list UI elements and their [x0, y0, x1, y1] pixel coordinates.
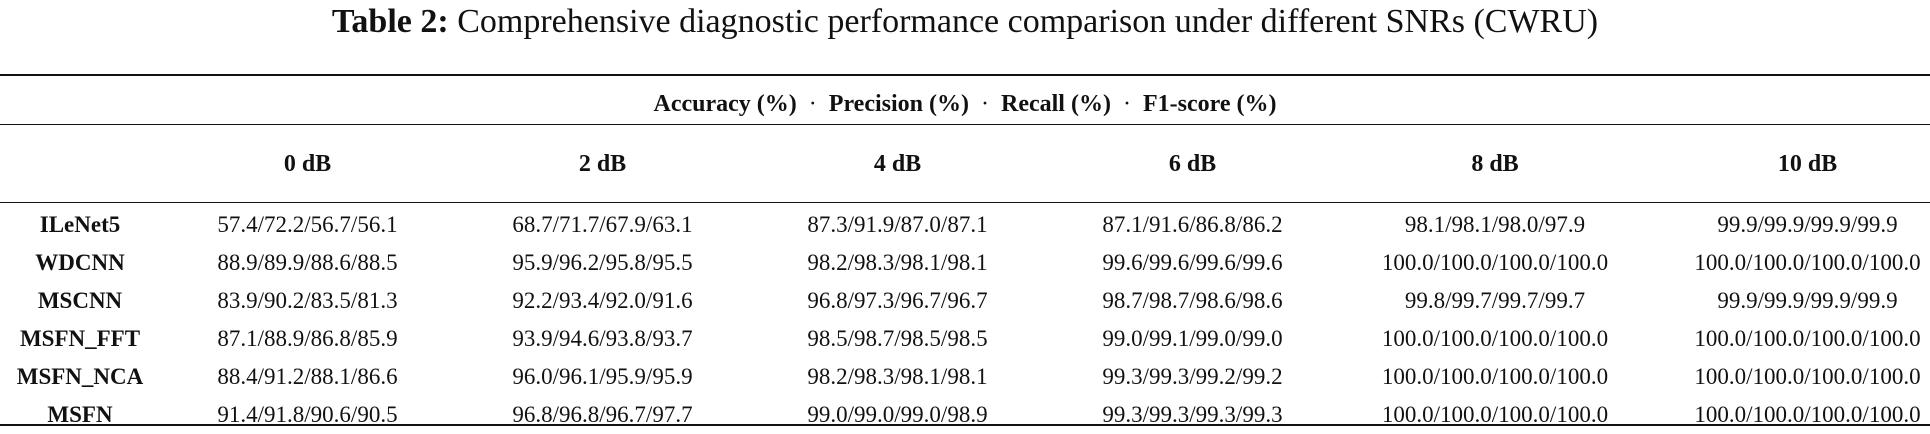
table-cell: 96.8/96.8/96.7/97.7 — [512, 402, 693, 427]
table-cell: 98.7/98.7/98.6/98.6 — [1102, 288, 1283, 313]
caption-text: Comprehensive diagnostic performance com… — [457, 3, 1599, 40]
table-row: MSFN_FFT 87.1/88.9/86.8/85.9 93.9/94.6/9… — [0, 320, 1930, 358]
table-cell: 92.2/93.4/92.0/91.6 — [512, 288, 693, 313]
table-cell: 99.0/99.1/99.0/99.0 — [1102, 326, 1283, 351]
table-cell: 87.3/91.9/87.0/87.1 — [807, 212, 988, 237]
model-name: WDCNN — [35, 250, 125, 275]
table-cell: 100.0/100.0/100.0/100.0 — [1381, 326, 1609, 351]
table-cell: 100.0/100.0/100.0/100.0 — [1694, 250, 1921, 275]
table-caption: Table 2: Comprehensive diagnostic perfor… — [0, 0, 1930, 48]
table-cell: 100.0/100.0/100.0/100.0 — [1694, 402, 1921, 427]
table-row: ILeNet5 57.4/72.2/56.7/56.1 68.7/71.7/67… — [0, 206, 1930, 244]
table-cell: 87.1/91.6/86.8/86.2 — [1102, 212, 1283, 237]
table-cell: 93.9/94.6/93.8/93.7 — [512, 326, 693, 351]
table-cell: 99.6/99.6/99.6/99.6 — [1102, 250, 1283, 275]
metric-separator: · — [981, 91, 989, 117]
model-name: ILeNet5 — [39, 212, 121, 237]
metric-label-f1: F1-score (%) — [1142, 91, 1277, 117]
table-cell: 99.8/99.7/99.7/99.7 — [1404, 288, 1586, 313]
table-cell: 87.1/88.9/86.8/85.9 — [217, 326, 398, 351]
table-cell: 100.0/100.0/100.0/100.0 — [1381, 250, 1609, 275]
model-name: MSFN_FFT — [19, 326, 141, 351]
table-cell: 100.0/100.0/100.0/100.0 — [1381, 364, 1609, 389]
table-cell: 83.9/90.2/83.5/81.3 — [217, 288, 398, 313]
header-cell-model — [0, 140, 160, 188]
table-cell: 99.9/99.9/99.9/99.9 — [1717, 212, 1898, 237]
metric-separator: · — [1122, 91, 1131, 117]
table-cell: 91.4/91.8/90.6/90.5 — [217, 402, 398, 427]
header-row: 0 dB 2 dB 4 dB 6 dB 8 dB 10 dB — [0, 140, 1930, 188]
metric-separator: · — [808, 91, 817, 117]
table-cell: 99.3/99.3/99.2/99.2 — [1102, 364, 1283, 389]
table-row: MSCNN 83.9/90.2/83.5/81.3 92.2/93.4/92.0… — [0, 282, 1930, 320]
table-cell: 98.2/98.3/98.1/98.1 — [807, 364, 988, 389]
results-table: 0 dB 2 dB 4 dB 6 dB 8 dB 10 dB ILeNet5 5… — [0, 140, 1930, 434]
bottom-rule — [0, 424, 1930, 426]
metrics-rule — [0, 124, 1930, 125]
table-cell: 88.9/89.9/88.6/88.5 — [217, 250, 398, 275]
header-cell-8db: 8 dB — [1471, 150, 1519, 177]
table-cell: 100.0/100.0/100.0/100.0 — [1694, 364, 1921, 389]
header-cell-4db: 4 dB — [873, 150, 922, 177]
metric-label-recall: Recall (%) — [1001, 91, 1111, 117]
table-cell: 96.8/97.3/96.7/96.7 — [807, 288, 988, 313]
top-rule — [0, 74, 1930, 76]
header-cell-2db: 2 dB — [578, 150, 627, 177]
table-row: MSFN 91.4/91.8/90.6/90.5 96.8/96.8/96.7/… — [0, 396, 1930, 434]
table-cell: 100.0/100.0/100.0/100.0 — [1381, 402, 1609, 427]
table-cell: 99.0/99.0/99.0/98.9 — [807, 402, 988, 427]
header-cell-10db: 10 dB — [1777, 150, 1838, 177]
table-row: WDCNN 88.9/89.9/88.6/88.5 95.9/96.2/95.8… — [0, 244, 1930, 282]
table-cell: 98.1/98.1/98.0/97.9 — [1404, 212, 1586, 237]
header-cell-0db: 0 dB — [283, 150, 332, 177]
table-cell: 98.5/98.7/98.5/98.5 — [807, 326, 988, 351]
model-name: MSFN_NCA — [16, 364, 144, 389]
table-cell: 57.4/72.2/56.7/56.1 — [217, 212, 398, 237]
table-cell: 68.7/71.7/67.9/63.1 — [512, 212, 693, 237]
metric-label-accuracy: Accuracy (%) — [653, 91, 797, 117]
header-rule — [0, 202, 1930, 203]
table-cell: 88.4/91.2/88.1/86.6 — [217, 364, 398, 389]
table-cell: 98.2/98.3/98.1/98.1 — [807, 250, 988, 275]
metrics-header: Accuracy (%) · Precision (%) · Recall (%… — [0, 86, 1930, 122]
table-cell: 99.3/99.3/99.3/99.3 — [1102, 402, 1283, 427]
header-cell-6db: 6 dB — [1168, 150, 1217, 177]
caption-label: Table 2: — [331, 3, 449, 40]
table-cell: 96.0/96.1/95.9/95.9 — [512, 364, 693, 389]
table-cell: 99.9/99.9/99.9/99.9 — [1717, 288, 1898, 313]
table-cell: 95.9/96.2/95.8/95.5 — [512, 250, 693, 275]
table-cell: 100.0/100.0/100.0/100.0 — [1694, 326, 1921, 351]
model-name: MSCNN — [37, 288, 123, 313]
metric-label-precision: Precision (%) — [828, 91, 969, 117]
model-name: MSFN — [47, 402, 113, 427]
table-row: MSFN_NCA 88.4/91.2/88.1/86.6 96.0/96.1/9… — [0, 358, 1930, 396]
